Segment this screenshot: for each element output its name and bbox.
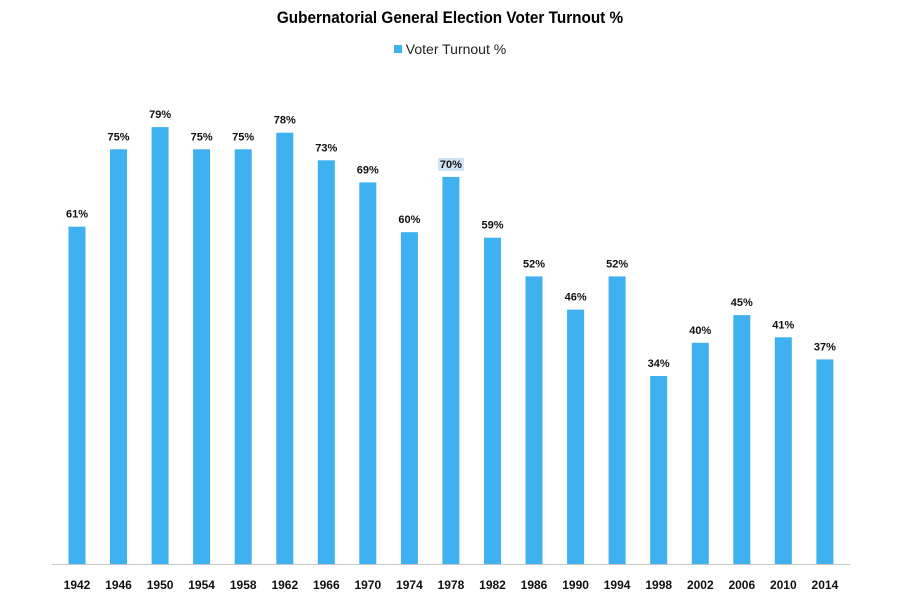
chart-title: Gubernatorial General Election Voter Tur… bbox=[276, 8, 624, 27]
value-label-1962: 78% bbox=[274, 115, 296, 127]
value-label-1986: 52% bbox=[523, 258, 545, 270]
x-tick-label-1942: 1942 bbox=[64, 578, 91, 592]
bar-1998 bbox=[650, 376, 668, 564]
x-tick-label-1982: 1982 bbox=[479, 578, 506, 592]
x-tick-label-1970: 1970 bbox=[354, 578, 381, 592]
value-label-1946: 75% bbox=[107, 131, 129, 143]
bar-2010 bbox=[774, 337, 792, 564]
bar-1958 bbox=[234, 149, 252, 565]
bar-1946 bbox=[110, 149, 127, 565]
value-label-2006: 45% bbox=[731, 297, 753, 309]
value-label-1990: 46% bbox=[565, 292, 587, 304]
x-tick-label-1986: 1986 bbox=[521, 578, 548, 592]
bar-1986 bbox=[525, 276, 543, 564]
x-tick-label-1958: 1958 bbox=[230, 578, 257, 592]
value-label-2002: 40% bbox=[689, 325, 711, 337]
bar-1962 bbox=[276, 132, 294, 564]
bar-1982 bbox=[484, 237, 501, 564]
x-tick-label-1998: 1998 bbox=[645, 578, 672, 592]
x-tick-label-2010: 2010 bbox=[770, 578, 797, 592]
x-tick-label-1950: 1950 bbox=[147, 578, 174, 592]
bar-1970 bbox=[359, 182, 377, 564]
bar-2014 bbox=[816, 359, 834, 564]
bar-1942 bbox=[68, 226, 86, 564]
value-label-1998: 34% bbox=[648, 358, 670, 370]
value-label-1994: 52% bbox=[606, 258, 628, 270]
value-label-1950: 79% bbox=[149, 109, 171, 121]
value-label-1954: 75% bbox=[191, 131, 213, 143]
value-label-1966: 73% bbox=[315, 142, 337, 154]
bar-2002 bbox=[691, 342, 709, 564]
x-tick-label-1978: 1978 bbox=[438, 578, 465, 592]
bar-1966 bbox=[317, 160, 335, 565]
legend-label: Voter Turnout % bbox=[405, 41, 507, 57]
legend: Voter Turnout % bbox=[0, 41, 900, 57]
x-tick-label-1966: 1966 bbox=[313, 578, 340, 592]
value-label-1974: 60% bbox=[398, 214, 420, 226]
bar-1954 bbox=[193, 149, 211, 565]
x-tick-label-2006: 2006 bbox=[728, 578, 755, 592]
bar-2006 bbox=[733, 315, 751, 564]
bar-1974 bbox=[400, 232, 418, 564]
value-label-2014: 37% bbox=[814, 341, 836, 353]
x-tick-label-1946: 1946 bbox=[105, 578, 132, 592]
value-label-1982: 59% bbox=[481, 220, 503, 232]
value-label-1958: 75% bbox=[232, 131, 254, 143]
value-label-highlight-1978 bbox=[437, 157, 464, 171]
x-tick-label-1994: 1994 bbox=[604, 578, 631, 592]
x-tick-label-1974: 1974 bbox=[396, 578, 423, 592]
bar-1990 bbox=[567, 309, 585, 564]
x-tick-label-1990: 1990 bbox=[562, 578, 589, 592]
bar-1950 bbox=[151, 127, 169, 564]
x-tick-label-2002: 2002 bbox=[687, 578, 714, 592]
bar-1978 bbox=[442, 176, 460, 564]
value-label-1970: 69% bbox=[357, 164, 379, 176]
value-label-1978: 70% bbox=[440, 159, 462, 171]
value-label-2010: 41% bbox=[772, 319, 794, 331]
value-label-1942: 61% bbox=[66, 209, 88, 221]
x-tick-label-2014: 2014 bbox=[812, 578, 839, 592]
legend-swatch bbox=[393, 45, 402, 53]
x-tick-label-1962: 1962 bbox=[271, 578, 298, 592]
x-tick-label-1954: 1954 bbox=[188, 578, 215, 592]
bar-1994 bbox=[608, 276, 626, 564]
